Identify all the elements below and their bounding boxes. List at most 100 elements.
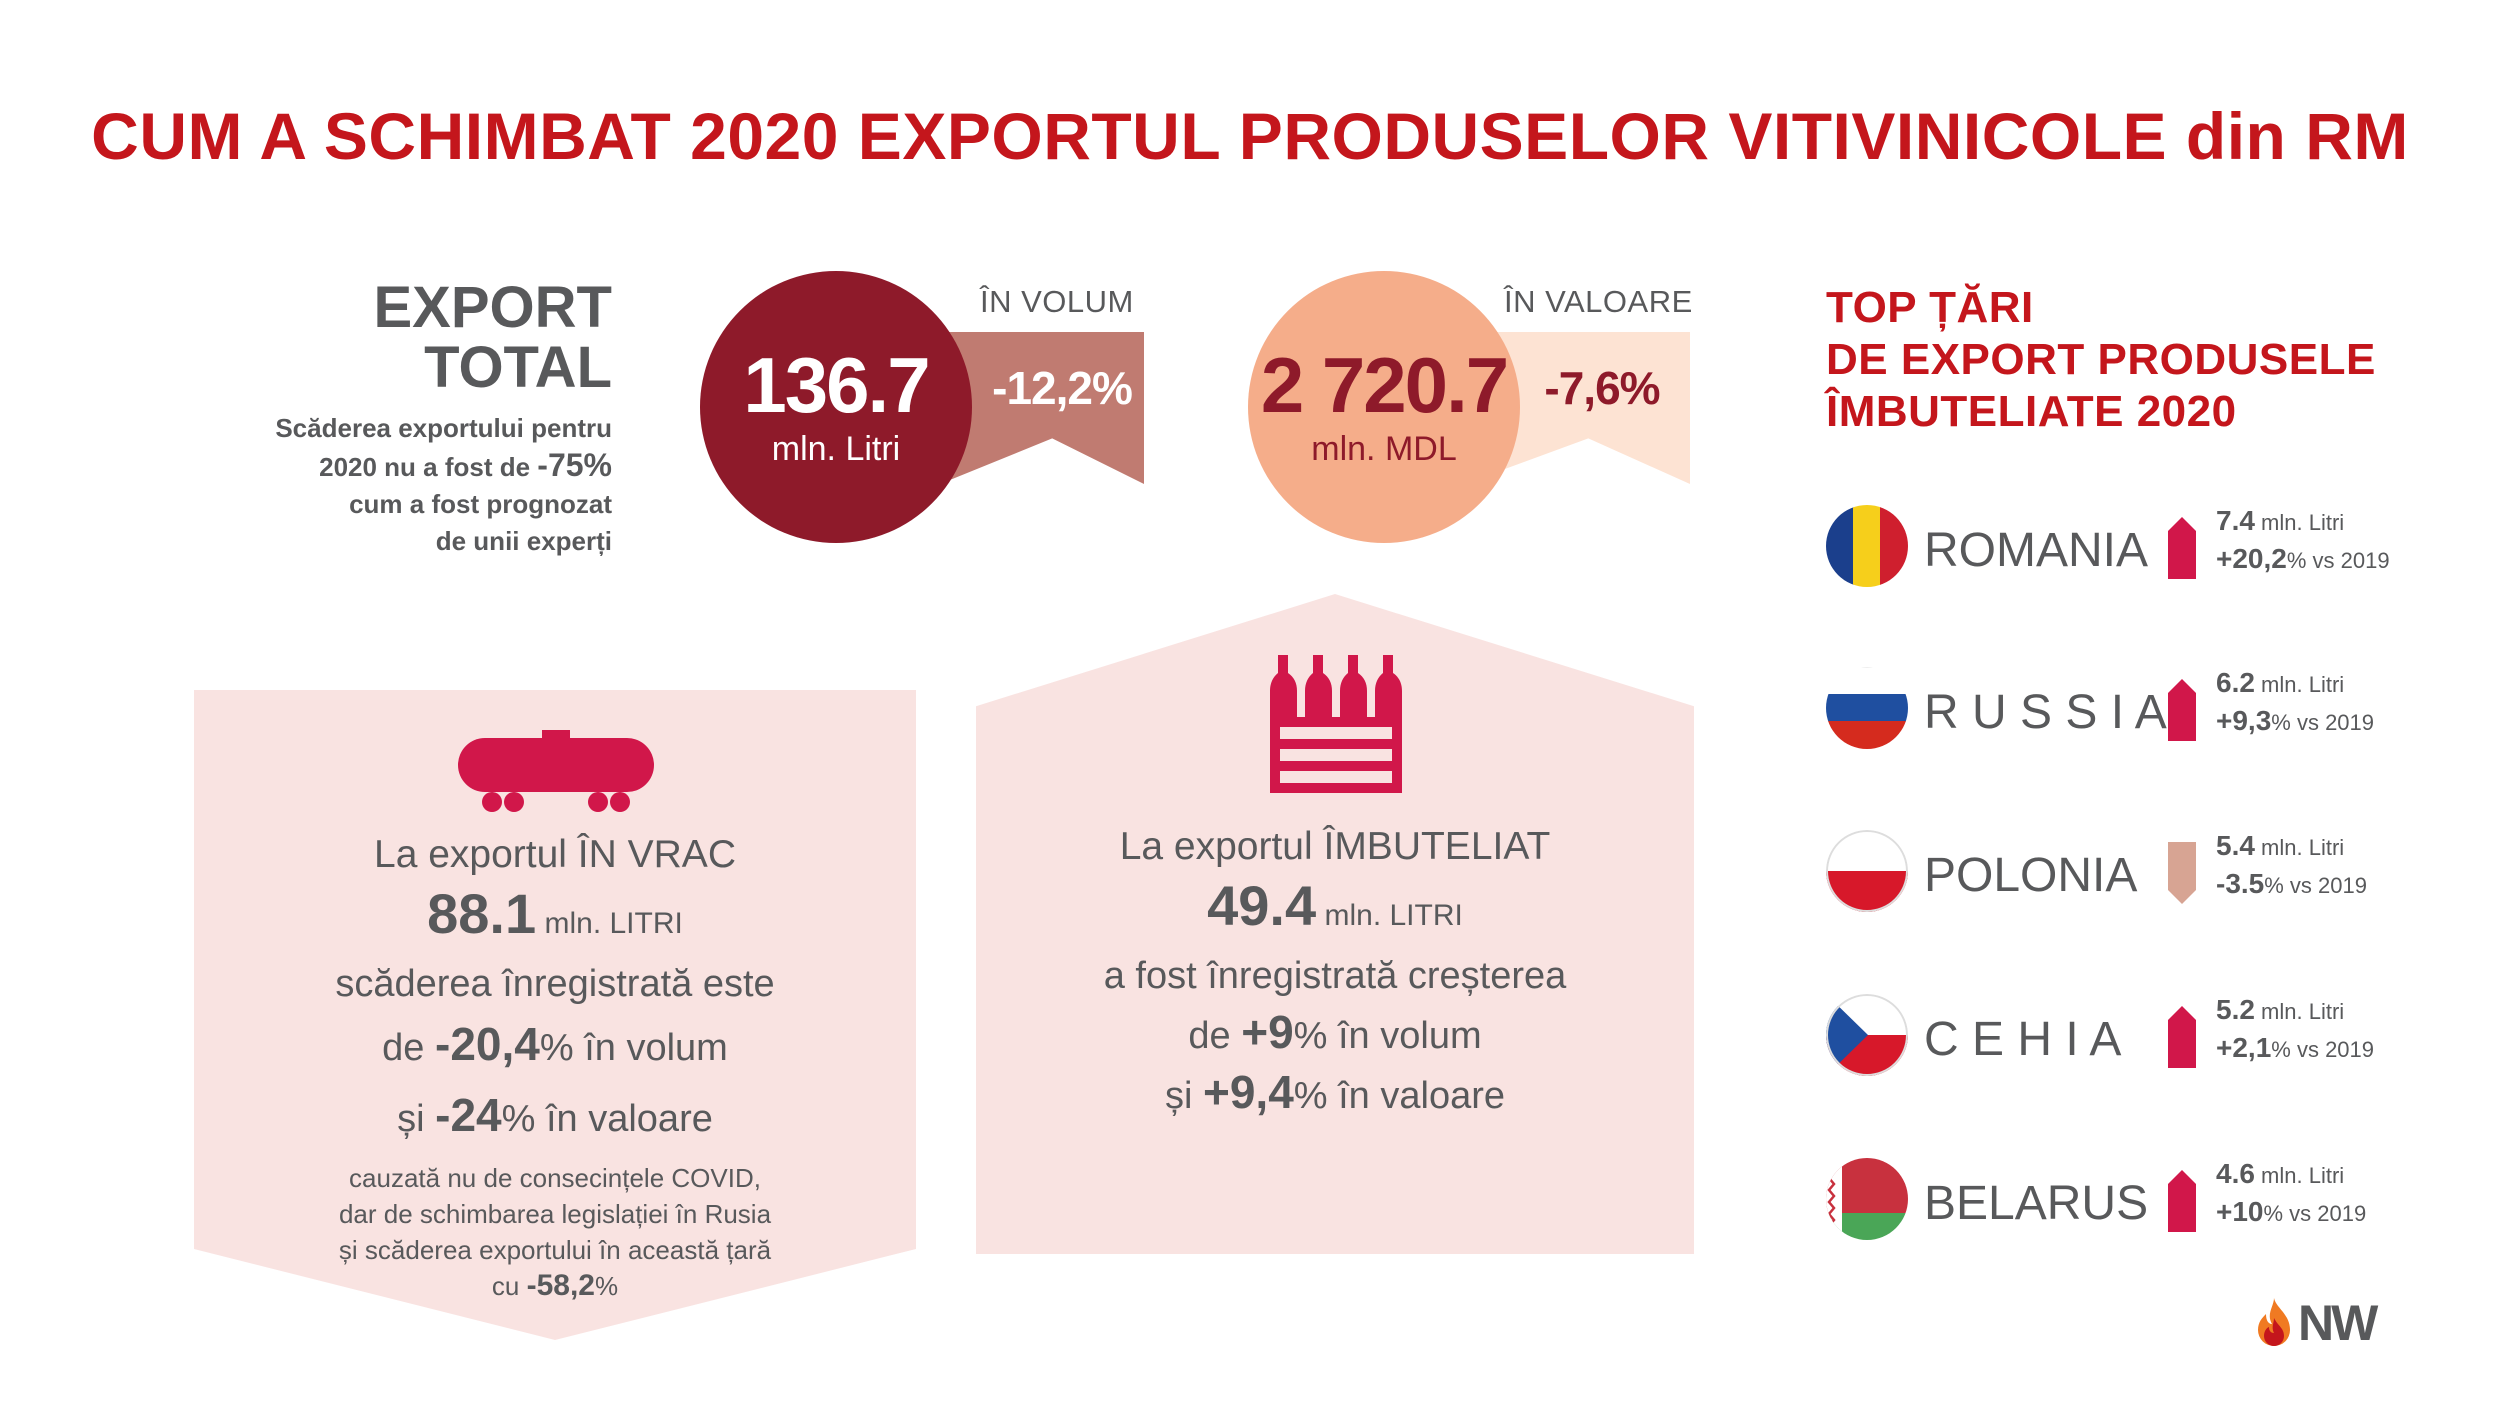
imb-value-change: +9,4 xyxy=(1202,1066,1294,1118)
czech-flag-icon xyxy=(1826,994,1908,1076)
vrac-value-change: -24 xyxy=(435,1089,502,1141)
imbuteliat-panel xyxy=(976,594,1694,1254)
vrac-line5-post: % în valoare xyxy=(501,1098,713,1140)
vrac-line4-post: % în volum xyxy=(539,1027,728,1069)
vrac-text: La exportul ÎN VRAC 88.1 mln. LITRI scăd… xyxy=(194,828,916,1304)
imb-volume-change: +9 xyxy=(1241,1006,1294,1058)
volume-value: 136.7 xyxy=(743,340,930,429)
trend-up-icon xyxy=(2168,679,2196,741)
note-line2-text: 2020 nu a fost de xyxy=(319,452,538,482)
imb-line5-pre: și xyxy=(1164,1075,1203,1117)
vrac-note-line3: și scăderea exportului în această țară xyxy=(338,1235,772,1265)
vrac-line5-pre: și xyxy=(397,1098,436,1140)
country-change-vs: % vs 2019 xyxy=(2286,548,2390,573)
top-title-line2: DE EXPORT PRODUSELE xyxy=(1826,335,2376,384)
country-change-vs: % vs 2019 xyxy=(2263,1201,2367,1226)
country-row-polonia: POLONIA 5.4 mln. Litri -3.5% vs 2019 xyxy=(1826,830,2426,920)
imb-amount: 49.4 xyxy=(1207,874,1317,937)
country-amount-value: 5.4 xyxy=(2216,830,2255,861)
vrac-amount-unit: mln. LITRI xyxy=(536,907,683,940)
country-amount-unit: mln. Litri xyxy=(2254,672,2345,697)
belarus-flag-icon xyxy=(1826,1158,1908,1240)
top-title-line1: TOP ȚĂRI xyxy=(1826,283,2034,332)
poland-flag-icon xyxy=(1826,830,1908,912)
country-amount-unit: mln. Litri xyxy=(2254,999,2345,1024)
country-change: +9,3% vs 2019 xyxy=(2216,705,2374,737)
value-label: ÎN VALOARE xyxy=(1504,284,1693,319)
export-total-line1: EXPORT xyxy=(373,275,613,340)
country-amount-unit: mln. Litri xyxy=(2254,510,2345,535)
country-name: BELARUS xyxy=(1924,1177,2149,1230)
country-change: +10% vs 2019 xyxy=(2216,1196,2366,1228)
russia-flag-icon xyxy=(1826,667,1908,749)
country-change: +2,1% vs 2019 xyxy=(2216,1032,2374,1064)
country-row-cehia: C E H I A 5.2 mln. Litri +2,1% vs 2019 xyxy=(1826,994,2426,1084)
wine-bottles-crate-icon xyxy=(1270,655,1402,793)
vrac-panel xyxy=(194,690,916,1340)
country-amount-unit: mln. Litri xyxy=(2254,1163,2345,1188)
export-total-line2: TOTAL xyxy=(424,335,612,400)
imb-amount-line: 49.4 mln. LITRI xyxy=(976,874,1694,948)
country-row-russia: R U S S I A 6.2 mln. Litri +9,3% vs 2019 xyxy=(1826,667,2426,757)
top-countries-heading: TOP ȚĂRI DE EXPORT PRODUSELE ÎMBUTELIATE… xyxy=(1826,282,2376,438)
value-unit: mln. MDL xyxy=(1311,429,1457,468)
country-amount: 5.2 mln. Litri xyxy=(2216,994,2344,1026)
tank-truck-icon xyxy=(458,730,654,812)
value-value: 2 720.7 xyxy=(1260,340,1509,429)
country-name: C E H I A xyxy=(1924,1013,2122,1066)
vrac-russia-change: -58,2 xyxy=(526,1269,595,1302)
country-name: ROMANIA xyxy=(1924,524,2149,577)
trend-up-icon xyxy=(2168,1006,2196,1068)
export-total-note: Scăderea exportului pentru 2020 nu a fos… xyxy=(192,410,612,560)
imb-line3: a fost înregistrată creșterea xyxy=(1103,955,1567,997)
value-circle: 2 720.7 mln. MDL xyxy=(1248,271,1520,543)
imb-amount-unit: mln. LITRI xyxy=(1316,899,1463,932)
vrac-amount-line: 88.1 mln. LITRI xyxy=(194,882,916,956)
country-amount-unit: mln. Litri xyxy=(2254,835,2345,860)
imb-line5: și +9,4% în valoare xyxy=(976,1064,1694,1124)
trend-up-icon xyxy=(2168,517,2196,579)
country-amount: 4.6 mln. Litri xyxy=(2216,1158,2344,1190)
value-change: -7,6% xyxy=(1544,362,1660,414)
imb-line4: de +9% în volum xyxy=(976,1004,1694,1064)
country-change-value: +9,3 xyxy=(2216,705,2272,736)
imb-line1: La exportul ÎMBUTELIAT xyxy=(1119,825,1551,868)
imb-line5-post: % în valoare xyxy=(1293,1075,1506,1117)
trend-down-icon xyxy=(2168,842,2196,904)
country-change-vs: % vs 2019 xyxy=(2271,1037,2375,1062)
vrac-line1: La exportul ÎN VRAC xyxy=(374,833,736,876)
vrac-note4-post: % xyxy=(594,1271,619,1301)
country-change-vs: % vs 2019 xyxy=(2264,873,2367,898)
nw-logo: NW xyxy=(2254,1296,2394,1352)
country-change: +20,2% vs 2019 xyxy=(2216,543,2390,575)
vrac-volume-change: -20,4 xyxy=(435,1018,540,1070)
vrac-note-line2: dar de schimbarea legislației în Rusia xyxy=(338,1199,772,1229)
note-line2: 2020 nu a fost de -75% xyxy=(192,447,612,486)
country-change-value: +20,2 xyxy=(2216,543,2287,574)
vrac-line4-pre: de xyxy=(382,1027,435,1069)
country-amount-value: 6.2 xyxy=(2216,667,2255,698)
top-title-line3: ÎMBUTELIATE 2020 xyxy=(1826,387,2237,436)
vrac-line5: și -24% în valoare xyxy=(194,1080,916,1154)
country-change-value: +10 xyxy=(2216,1196,2264,1227)
volume-circle: 136.7 mln. Litri xyxy=(700,271,972,543)
note-forecast-value: -75% xyxy=(537,447,612,483)
nw-logo-text: NW xyxy=(2298,1295,2378,1351)
volume-unit: mln. Litri xyxy=(771,429,901,468)
country-amount-value: 7.4 xyxy=(2216,505,2255,536)
country-name: POLONIA xyxy=(1924,849,2138,902)
country-change-vs: % vs 2019 xyxy=(2271,710,2375,735)
country-row-belarus: BELARUS 4.6 mln. Litri +10% vs 2019 xyxy=(1826,1158,2426,1248)
volume-change: -12,2% xyxy=(992,362,1133,414)
page-title: CUM A SCHIMBAT 2020 EXPORTUL PRODUSELOR … xyxy=(91,99,2409,173)
export-total-heading: EXPORT TOTAL xyxy=(374,278,613,398)
vrac-amount: 88.1 xyxy=(427,882,537,945)
vrac-note: cauzată nu de consecințele COVID, dar de… xyxy=(194,1160,916,1304)
vrac-line3: scăderea înregistrată este xyxy=(335,963,775,1005)
imb-line4-post: % în volum xyxy=(1293,1015,1482,1057)
vrac-note-line4: cu -58,2% xyxy=(194,1268,916,1304)
volume-label: ÎN VOLUM xyxy=(980,284,1134,319)
country-change-value: -3.5 xyxy=(2216,868,2265,899)
note-line3: cum a fost prognozat xyxy=(349,489,612,519)
note-line4: de unii experți xyxy=(435,526,612,556)
